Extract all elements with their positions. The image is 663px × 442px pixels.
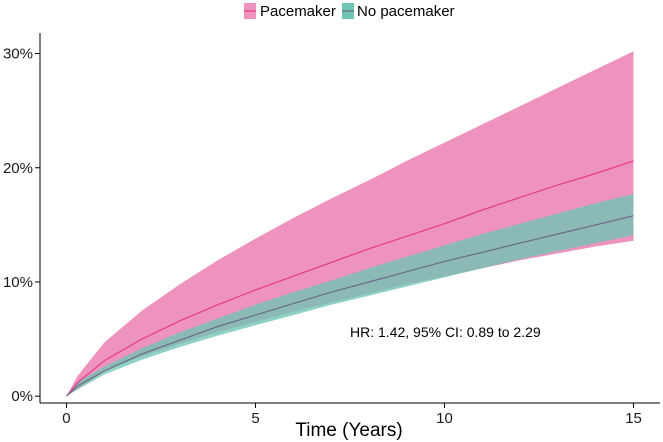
plot-area bbox=[66, 51, 634, 397]
x-axis-title: Time (Years) bbox=[295, 420, 402, 441]
x-tick-label: 10 bbox=[436, 410, 453, 427]
x-tick-label: 0 bbox=[62, 410, 70, 427]
legend: Pacemaker No pacemaker bbox=[244, 3, 455, 20]
x-axis-ticks: 0 5 10 15 bbox=[62, 403, 642, 427]
x-tick-label: 15 bbox=[625, 410, 642, 427]
hazard-ratio-annotation: HR: 1.42, 95% CI: 0.89 to 2.29 bbox=[350, 324, 541, 340]
y-axis-ticks: 0% 10% 20% 30% bbox=[3, 46, 40, 405]
y-tick-label: 10% bbox=[3, 274, 33, 291]
y-tick-label: 20% bbox=[3, 160, 33, 177]
ci-band-no-pacemaker bbox=[66, 194, 634, 397]
ci-band-pacemaker bbox=[66, 51, 634, 397]
y-tick-label: 30% bbox=[3, 46, 33, 63]
x-tick-label: 5 bbox=[251, 410, 259, 427]
y-tick-label: 0% bbox=[11, 388, 33, 405]
legend-label-pacemaker: Pacemaker bbox=[260, 3, 336, 20]
legend-label-no-pacemaker: No pacemaker bbox=[357, 3, 455, 20]
series-line-no-pacemaker bbox=[66, 215, 634, 397]
series-line-pacemaker bbox=[66, 160, 634, 397]
